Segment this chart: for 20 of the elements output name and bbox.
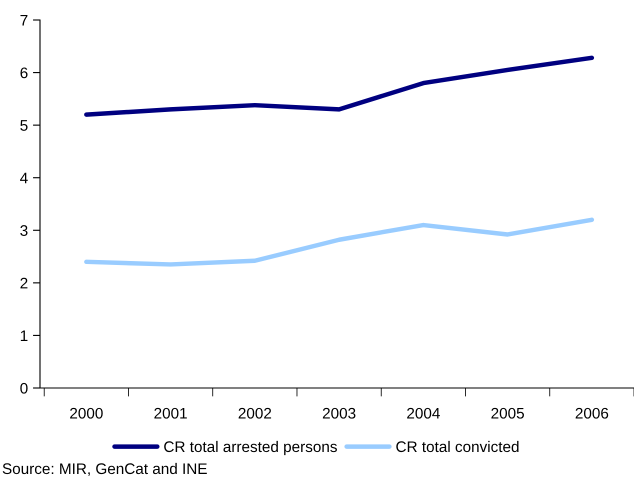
x-tick-label: 2003 [322,408,356,419]
x-tick-label: 2005 [491,408,524,419]
y-tick-label: 6 [20,67,28,78]
y-tick-label: 4 [20,172,28,184]
source-note: Source: MIR, GenCat and INE [2,462,207,476]
line-series [84,56,594,117]
y-tick-label: 7 [20,15,28,26]
y-tick-label: 1 [20,330,28,341]
x-tick-label: 2004 [407,408,440,419]
x-tick-label: 2002 [238,408,272,419]
x-tick-label: 2006 [576,408,608,419]
x-tick-label: 2001 [154,408,187,419]
x-tick-label: 2000 [70,408,103,419]
legend-label: CR total arrested persons [164,440,337,456]
y-tick-label: 5 [20,120,28,131]
line-series [84,218,594,267]
y-tick-label: 0 [20,382,28,394]
y-tick-label: 3 [20,225,28,236]
legend-label: CR total convicted [396,440,519,452]
y-tick-label: 2 [20,278,28,288]
